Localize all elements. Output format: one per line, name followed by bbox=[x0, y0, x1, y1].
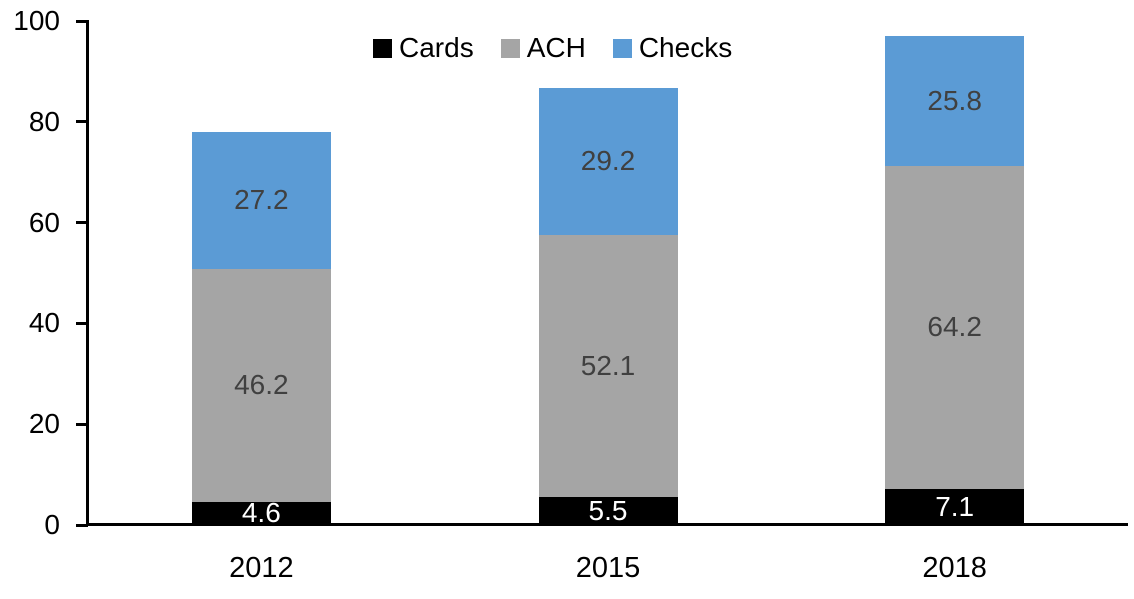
bar-segment-cards-2018: 7.1 bbox=[885, 489, 1025, 525]
bar-value-label: 4.6 bbox=[241, 497, 281, 529]
bar-segment-cards-2012: 4.6 bbox=[191, 497, 331, 529]
cards-swatch-icon bbox=[373, 38, 392, 58]
bar-segment-checks-2018: 25.8 bbox=[885, 35, 1025, 166]
y-axis-tick-label: 100 bbox=[13, 5, 60, 36]
y-axis-tick-label: 0 bbox=[44, 509, 60, 540]
y-axis-tick bbox=[76, 321, 88, 325]
legend-label-cards: Cards bbox=[399, 32, 474, 63]
y-axis-tick bbox=[76, 221, 88, 225]
y-axis-tick bbox=[76, 120, 88, 124]
y-axis-tick-label: 40 bbox=[28, 307, 60, 339]
bar-segment-ach-2015: 52.1 bbox=[538, 234, 678, 498]
bar-value-label: 7.1 bbox=[935, 491, 975, 523]
x-axis-label-2015: 2015 bbox=[575, 552, 641, 584]
y-axis-tick-label: 80 bbox=[28, 105, 60, 137]
legend-item-checks: Checks bbox=[612, 32, 733, 63]
bar-segment-checks-2012: 27.2 bbox=[191, 131, 331, 269]
bar-value-label: 29.2 bbox=[580, 145, 636, 177]
checks-swatch-icon bbox=[612, 38, 632, 58]
x-axis-label-2018: 2018 bbox=[922, 552, 987, 584]
bar-value-label: 52.1 bbox=[580, 349, 636, 381]
bar-segment-ach-2018: 64.2 bbox=[885, 165, 1025, 490]
x-axis-label-2012: 2012 bbox=[229, 552, 294, 584]
bar-segment-cards-2015: 5.5 bbox=[538, 495, 678, 527]
ach-swatch-icon bbox=[500, 38, 520, 58]
legend-item-ach: ACH bbox=[500, 32, 586, 63]
chart-legend: Cards ACH Checks bbox=[373, 34, 732, 62]
bar-value-label: 25.8 bbox=[927, 84, 982, 116]
y-axis-tick bbox=[76, 19, 88, 23]
bar-value-label: 64.2 bbox=[927, 311, 982, 343]
y-axis-tick bbox=[76, 523, 88, 527]
bar-segment-checks-2015: 29.2 bbox=[538, 87, 678, 235]
bar-value-label: 46.2 bbox=[234, 369, 289, 401]
legend-label-ach: ACH bbox=[526, 32, 586, 63]
y-axis-tick bbox=[76, 422, 88, 426]
y-axis-line bbox=[86, 20, 89, 526]
y-axis-tick-label: 60 bbox=[28, 206, 60, 238]
legend-label-checks: Checks bbox=[638, 32, 733, 63]
bar-value-label: 5.5 bbox=[588, 495, 628, 527]
y-axis-tick-label: 20 bbox=[28, 408, 60, 440]
bar-value-label: 27.2 bbox=[234, 184, 289, 216]
bar-segment-ach-2012: 46.2 bbox=[191, 268, 331, 502]
legend-item-cards: Cards bbox=[373, 34, 474, 62]
